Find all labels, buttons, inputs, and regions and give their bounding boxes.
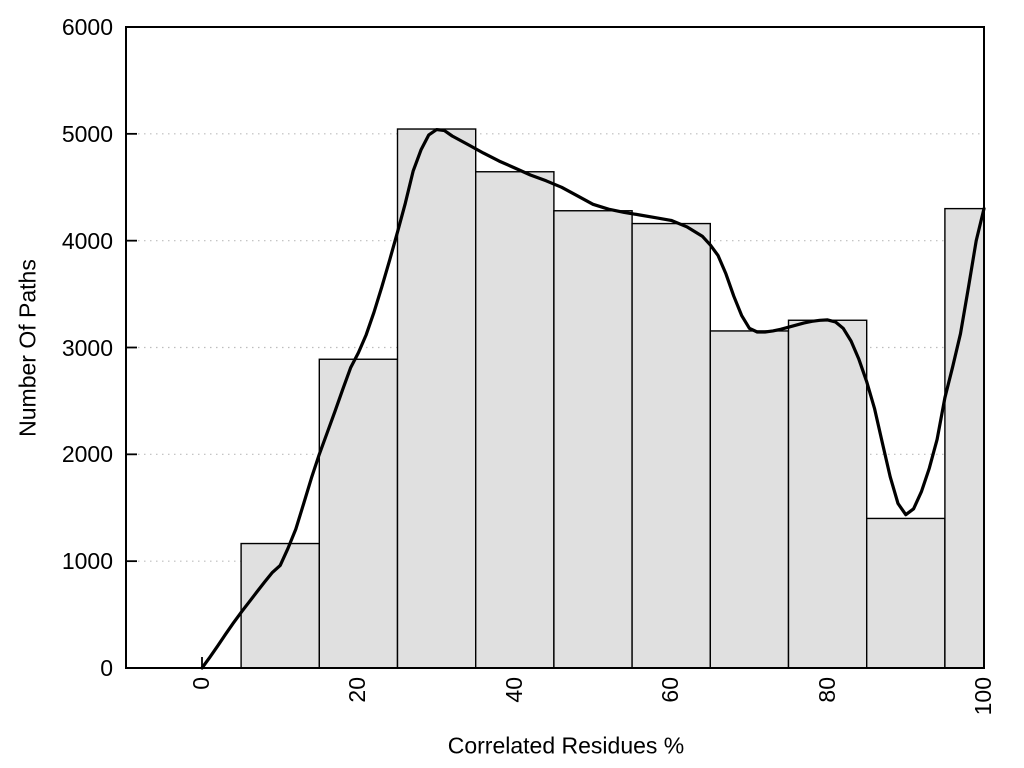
y-tick-label: 6000 xyxy=(61,14,113,40)
histogram-bar xyxy=(553,210,633,669)
x-tick-label: 20 xyxy=(344,677,371,703)
x-tick-label: 100 xyxy=(970,677,996,716)
histogram-bar xyxy=(944,207,985,669)
y-tick-label: 1000 xyxy=(61,548,113,575)
y-tick-label: 4000 xyxy=(61,227,113,254)
histogram-bar xyxy=(631,222,711,669)
x-tick-label: 40 xyxy=(500,677,527,703)
histogram-bar xyxy=(787,319,868,669)
x-tick-label: 0 xyxy=(188,677,214,690)
plot-border xyxy=(125,26,985,669)
x-tick-label: 80 xyxy=(813,677,840,703)
y-tick-label: 5000 xyxy=(61,120,113,147)
histogram-bar xyxy=(866,517,946,669)
histogram-bar xyxy=(396,128,477,669)
histogram-bar xyxy=(475,171,555,669)
y-axis-title: Number Of Paths xyxy=(14,258,41,437)
smoothed-curve xyxy=(200,128,986,670)
histogram-bar xyxy=(709,330,790,669)
x-tick-label: 60 xyxy=(657,677,684,703)
histogram-bar xyxy=(318,358,399,669)
y-tick-label: 2000 xyxy=(61,441,113,468)
x-axis-title: Correlated Residues % xyxy=(447,732,685,759)
y-tick-label: 0 xyxy=(100,655,113,681)
y-tick-label: 3000 xyxy=(61,334,113,361)
